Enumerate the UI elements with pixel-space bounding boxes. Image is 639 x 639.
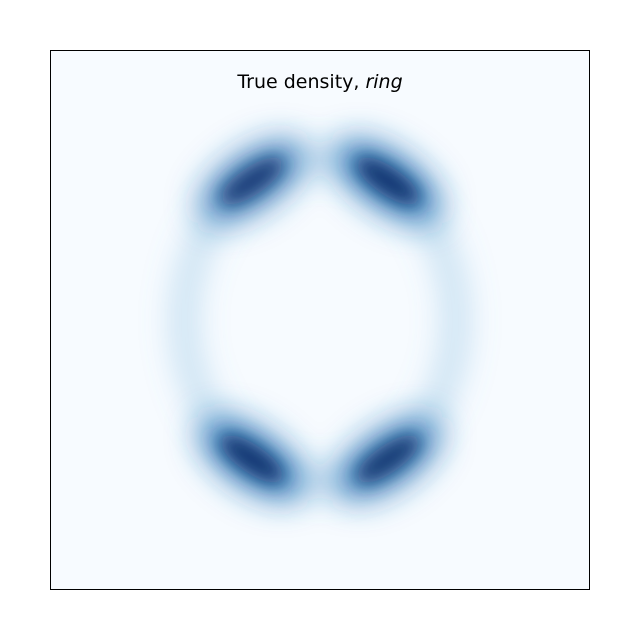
density-heatmap bbox=[174, 138, 466, 502]
chart-title-emphasis: ring bbox=[365, 71, 403, 93]
cluster-core-3 bbox=[355, 434, 421, 484]
plot-area: True density, ring bbox=[50, 50, 590, 590]
chart-title: True density, ring bbox=[51, 71, 589, 93]
density-ring bbox=[174, 149, 466, 491]
cluster-core-1 bbox=[355, 156, 421, 206]
cluster-core-2 bbox=[219, 434, 285, 484]
cluster-core-0 bbox=[219, 156, 285, 206]
chart-title-text: True density, bbox=[237, 71, 366, 93]
